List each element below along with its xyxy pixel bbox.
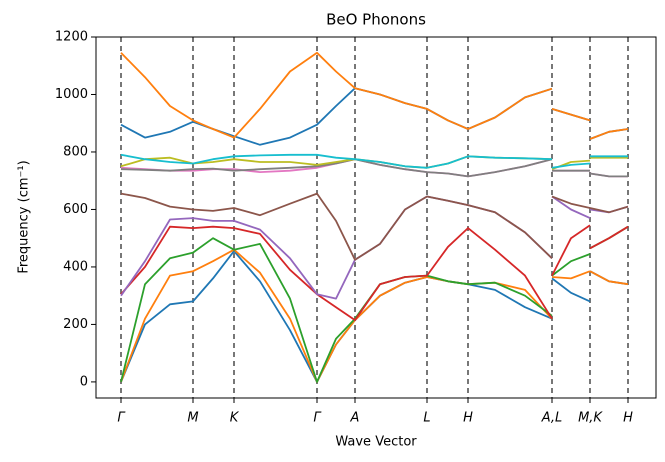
x-tick-label: H xyxy=(623,411,633,426)
x-tick-label: Γ xyxy=(117,411,126,426)
y-tick-label: 0 xyxy=(80,374,88,389)
y-tick-label: 1200 xyxy=(55,30,88,45)
y-tick-label: 1000 xyxy=(55,87,88,102)
x-tick-label: H xyxy=(463,411,473,426)
x-tick-label: M xyxy=(187,411,198,426)
band-line xyxy=(120,51,629,140)
band-line xyxy=(120,192,629,261)
chart-title: BeO Phonons xyxy=(326,11,426,29)
x-tick-label: K xyxy=(230,411,240,426)
band-line xyxy=(120,224,629,321)
y-tick-label: 200 xyxy=(63,317,88,332)
x-tick-label: A xyxy=(350,411,360,426)
band-line xyxy=(120,225,629,383)
x-tick-label: A,L xyxy=(541,411,563,426)
y-tick-label: 800 xyxy=(63,144,88,159)
x-tick-label: M,K xyxy=(578,411,603,426)
band-line xyxy=(120,153,628,169)
band-line xyxy=(120,158,628,178)
x-tick-label: L xyxy=(423,411,430,426)
y-tick-label: 400 xyxy=(63,259,88,274)
y-tick-label: 600 xyxy=(63,202,88,217)
x-axis-label: Wave Vector xyxy=(335,435,417,450)
plot-frame xyxy=(95,36,657,399)
y-axis-label: Frequency (cm⁻¹) xyxy=(17,160,32,273)
x-tick-label: Γ xyxy=(313,411,322,426)
